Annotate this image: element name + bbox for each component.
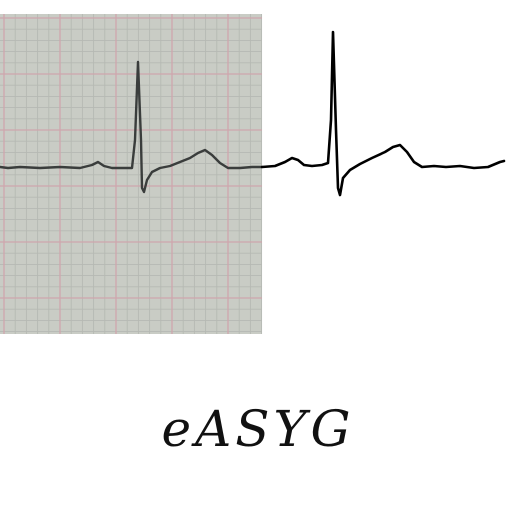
ecg-paper-background — [0, 14, 262, 334]
logo-wordmark: eASYG — [0, 400, 516, 458]
ecg-trace-digitized — [262, 32, 504, 195]
